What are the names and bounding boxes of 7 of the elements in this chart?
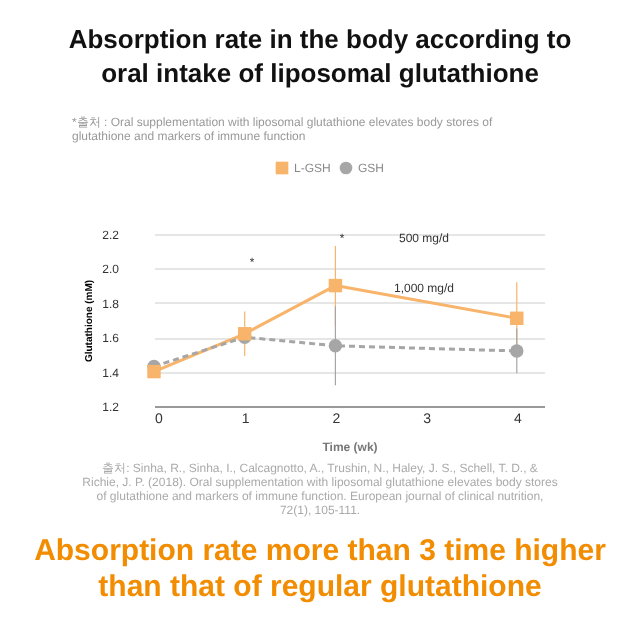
point [328, 278, 343, 293]
point [510, 344, 524, 358]
point [510, 311, 524, 325]
chart-title: Absorption rate in the body according to oral intake of liposomal glutathione [68, 24, 572, 88]
point [147, 364, 161, 379]
point [328, 339, 343, 353]
text: Absorption rate more than 3 time higher than that of regular glutathione [34, 534, 607, 604]
